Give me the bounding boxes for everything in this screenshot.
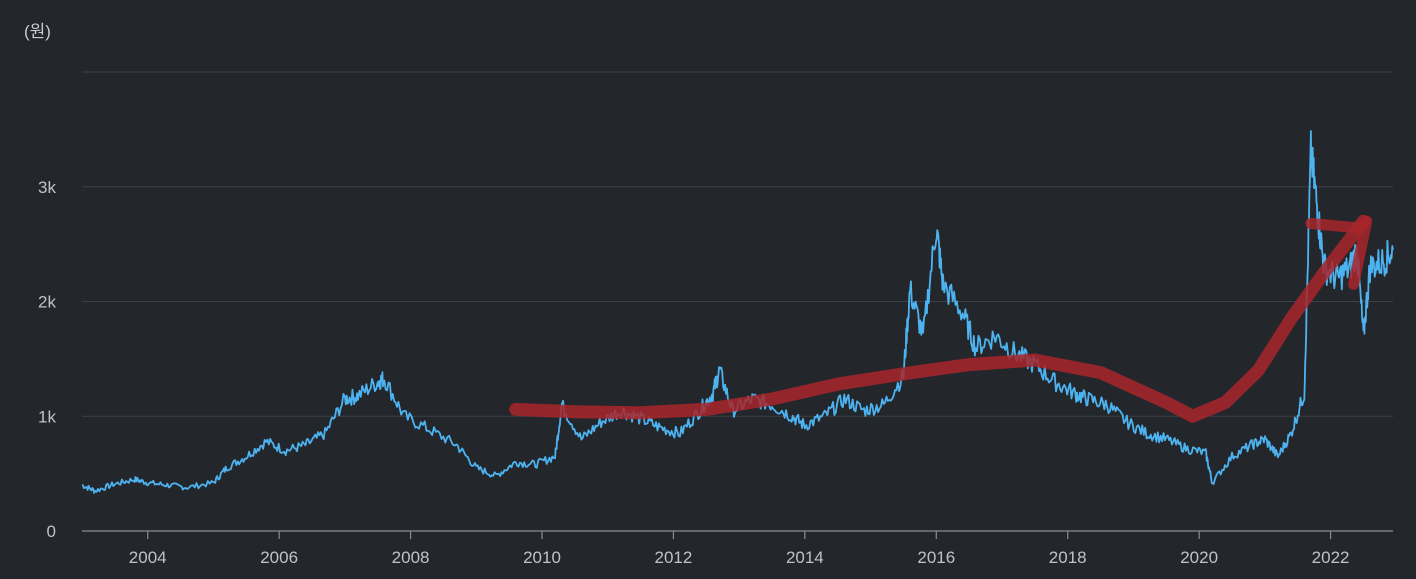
- x-tick-label: 2012: [655, 548, 693, 567]
- grid-lines: [82, 71, 1393, 532]
- y-tick-labels: 0 1k 2k 3k: [38, 178, 56, 541]
- y-tick-label: 3k: [38, 178, 56, 197]
- price-series-line-0: [82, 130, 1394, 494]
- y-tick-label: 0: [47, 522, 56, 541]
- y-tick-label: 2k: [38, 293, 56, 312]
- x-tick-label: 2004: [129, 548, 167, 567]
- x-tick-label: 2022: [1312, 548, 1350, 567]
- x-tick-label: 2008: [392, 548, 430, 567]
- y-unit-label: (원): [24, 22, 51, 41]
- x-tick-label: 2014: [786, 548, 824, 567]
- x-tick-label: 2018: [1049, 548, 1087, 567]
- annotation-layer: [509, 214, 1373, 423]
- x-tick-labels: 2004 2006 2008 2010 2012 2014 2016 2018 2020 2022: [129, 531, 1350, 567]
- y-tick-label: 1k: [38, 407, 56, 426]
- x-tick-label: 2016: [917, 548, 955, 567]
- x-tick-label: 2010: [523, 548, 561, 567]
- series-layer: [82, 130, 1394, 494]
- trend-arrow-head: [1305, 215, 1373, 290]
- trend-annotation-stroke: [509, 214, 1370, 423]
- x-tick-label: 2006: [260, 548, 298, 567]
- x-tick-label: 2020: [1180, 548, 1218, 567]
